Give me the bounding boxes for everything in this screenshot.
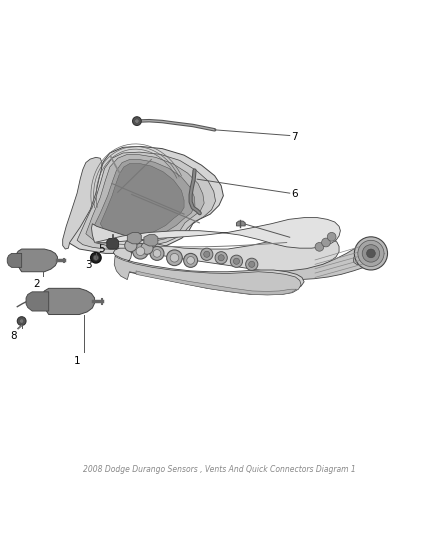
Polygon shape <box>42 288 95 314</box>
Polygon shape <box>7 253 21 268</box>
Circle shape <box>125 239 137 252</box>
Circle shape <box>204 251 210 257</box>
Circle shape <box>170 254 179 262</box>
Text: 2008 Dodge Durango Sensors , Vents And Quick Connectors Diagram 1: 2008 Dodge Durango Sensors , Vents And Q… <box>83 465 355 474</box>
Circle shape <box>215 252 227 264</box>
Circle shape <box>358 240 384 266</box>
Circle shape <box>354 237 388 270</box>
Circle shape <box>321 238 330 247</box>
Polygon shape <box>100 164 184 236</box>
Circle shape <box>184 253 198 268</box>
Circle shape <box>367 249 375 258</box>
Circle shape <box>166 250 182 265</box>
Polygon shape <box>267 241 386 280</box>
Polygon shape <box>77 152 215 249</box>
Polygon shape <box>68 147 223 253</box>
Circle shape <box>246 258 258 270</box>
Text: 6: 6 <box>291 189 298 199</box>
Text: 1: 1 <box>74 356 81 366</box>
Circle shape <box>19 319 24 323</box>
Polygon shape <box>92 224 339 272</box>
Polygon shape <box>16 249 57 272</box>
Circle shape <box>230 255 243 268</box>
Polygon shape <box>353 241 383 264</box>
Text: 7: 7 <box>291 132 298 142</box>
Text: 8: 8 <box>11 331 17 341</box>
Circle shape <box>93 255 99 261</box>
Circle shape <box>91 253 101 263</box>
Circle shape <box>315 243 324 251</box>
Circle shape <box>327 232 336 241</box>
Polygon shape <box>107 239 119 249</box>
Circle shape <box>249 261 255 268</box>
Polygon shape <box>114 256 301 295</box>
Circle shape <box>133 117 141 125</box>
Polygon shape <box>144 235 158 246</box>
Text: 3: 3 <box>85 260 92 270</box>
Circle shape <box>17 317 26 326</box>
Polygon shape <box>136 271 297 295</box>
Polygon shape <box>113 248 304 294</box>
Circle shape <box>201 248 213 261</box>
Circle shape <box>141 242 153 254</box>
Circle shape <box>150 246 164 261</box>
Circle shape <box>362 245 380 262</box>
Polygon shape <box>95 217 340 248</box>
Circle shape <box>187 256 194 264</box>
Circle shape <box>218 255 224 261</box>
Polygon shape <box>127 232 141 244</box>
Text: 2: 2 <box>33 279 40 289</box>
Polygon shape <box>92 159 195 240</box>
Polygon shape <box>86 155 204 245</box>
Polygon shape <box>26 292 49 311</box>
Circle shape <box>133 244 148 259</box>
Circle shape <box>136 247 145 255</box>
Circle shape <box>135 119 139 123</box>
Text: 4: 4 <box>291 233 298 244</box>
Polygon shape <box>237 221 245 226</box>
Text: 5: 5 <box>99 244 105 254</box>
Circle shape <box>233 258 240 264</box>
Polygon shape <box>63 157 102 249</box>
Circle shape <box>153 249 161 257</box>
